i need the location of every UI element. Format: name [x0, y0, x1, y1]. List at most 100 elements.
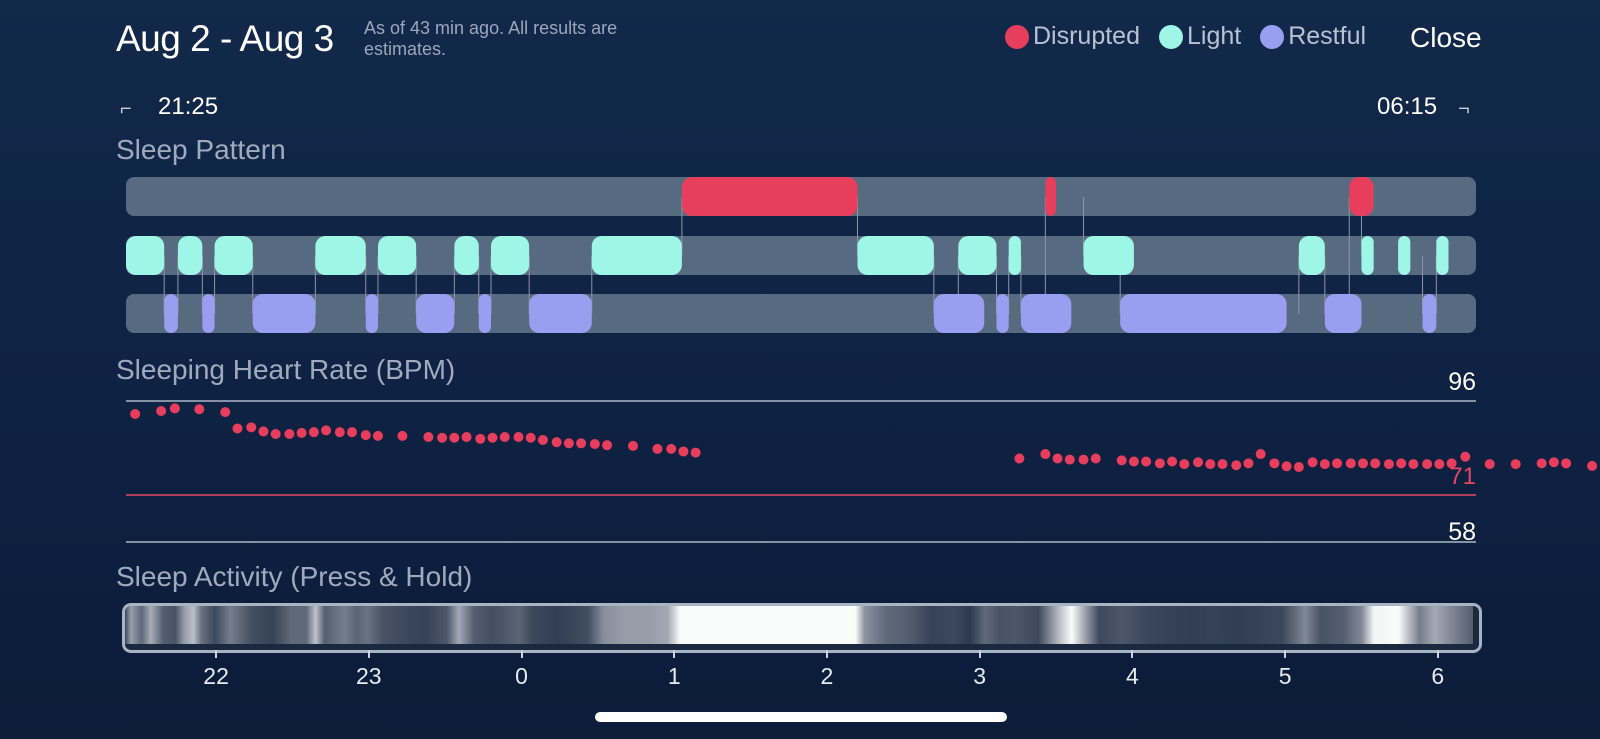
light-segment	[126, 236, 165, 275]
hr-point	[1536, 458, 1547, 469]
light-segment	[591, 236, 682, 275]
light-segment	[214, 236, 253, 275]
restful-segment	[164, 294, 178, 333]
sleep-pattern-chart[interactable]	[126, 177, 1476, 333]
hr-point	[487, 432, 498, 443]
hr-point	[537, 434, 548, 445]
hr-point	[666, 443, 677, 454]
hr-point	[1408, 459, 1419, 470]
x-tick-label: 3	[973, 663, 987, 689]
hr-point	[321, 425, 332, 436]
hr-point	[1090, 453, 1101, 464]
start-time: 21:25	[158, 93, 219, 120]
end-time: 06:15	[1377, 93, 1438, 120]
legend-disrupted-label: Disrupted	[1033, 22, 1140, 50]
restful-segment	[1020, 294, 1072, 333]
hr-point	[220, 407, 231, 418]
light-segment	[1398, 236, 1411, 275]
hr-point	[1281, 461, 1292, 472]
heart-rate-title: Sleeping Heart Rate (BPM)	[116, 354, 456, 385]
x-tick-label: 1	[667, 663, 681, 689]
hr-point	[1128, 456, 1139, 467]
disrupted-dot-icon	[1005, 24, 1029, 49]
sleep-activity-title: Sleep Activity (Press & Hold)	[116, 561, 473, 592]
hr-point	[1345, 458, 1356, 469]
x-tick-label: 23	[356, 663, 382, 689]
hr-point	[1383, 459, 1394, 470]
hr-point	[499, 431, 510, 442]
x-tick-mark	[1436, 650, 1439, 658]
sleep-activity-strip[interactable]	[122, 603, 1482, 653]
legend-disrupted: Disrupted	[1005, 22, 1140, 51]
hr-point	[513, 431, 524, 442]
hr-point	[130, 408, 141, 419]
legend-light: Light	[1159, 22, 1241, 51]
hr-point	[475, 433, 486, 444]
restful-segment	[252, 294, 316, 333]
hr-point	[270, 429, 281, 440]
hr-point	[258, 426, 269, 437]
hr-point	[347, 427, 358, 438]
hr-point	[372, 430, 383, 441]
hr-point	[602, 440, 613, 451]
hr-point	[246, 422, 257, 433]
light-segment	[857, 236, 934, 275]
x-tick-label: 5	[1278, 663, 1292, 689]
x-tick-mark	[1284, 650, 1287, 658]
hr-point	[1446, 458, 1457, 469]
hr-point	[551, 437, 562, 448]
hr-point	[1193, 457, 1204, 468]
hr-point	[1064, 454, 1075, 465]
hr-point	[1307, 457, 1318, 468]
hr-point	[1548, 457, 1559, 468]
estimate-note: As of 43 min ago. All results are estima…	[364, 18, 618, 59]
x-tick-mark	[978, 650, 981, 658]
x-tick-mark	[215, 650, 218, 658]
hr-point	[1231, 460, 1242, 471]
hr-point	[449, 432, 460, 443]
hr-point	[1370, 458, 1381, 469]
hr-point	[1587, 460, 1598, 471]
x-tick-mark	[520, 650, 523, 658]
hr-point	[563, 438, 574, 449]
hr-point	[1293, 462, 1304, 473]
restful-segment	[1422, 294, 1437, 333]
hr-point	[1396, 458, 1407, 469]
hr-point	[1434, 459, 1445, 470]
light-segment	[1008, 236, 1021, 275]
restful-segment	[1324, 294, 1362, 333]
light-segment	[454, 236, 479, 275]
light-segment	[177, 236, 203, 275]
hr-point	[1255, 449, 1266, 460]
restful-segment	[1120, 294, 1287, 333]
legend-restful-label: Restful	[1288, 22, 1367, 50]
hr-point	[169, 403, 180, 414]
hr-point	[1116, 455, 1127, 466]
light-segment	[1083, 236, 1134, 275]
hr-min-label: 58	[1448, 518, 1476, 546]
legend-restful: Restful	[1260, 22, 1366, 51]
restful-dot-icon	[1260, 24, 1285, 49]
hr-point	[1243, 458, 1254, 469]
hr-point	[397, 430, 408, 441]
home-indicator[interactable]	[595, 712, 1007, 722]
hr-point	[1422, 459, 1433, 470]
hr-point	[156, 406, 167, 417]
close-button[interactable]: Close	[1410, 22, 1482, 53]
hr-point	[334, 427, 345, 438]
hr-point	[652, 443, 663, 454]
hr-point	[1484, 459, 1495, 470]
light-dot-icon	[1159, 24, 1183, 49]
hr-point	[1332, 458, 1343, 469]
restful-segment	[416, 294, 455, 333]
hr-point	[576, 438, 587, 449]
hr-point	[1510, 459, 1521, 470]
hr-point	[628, 440, 639, 451]
hr-point	[589, 439, 600, 450]
restful-segment	[478, 294, 491, 333]
hr-point	[1269, 458, 1280, 469]
x-tick-mark	[1131, 650, 1134, 658]
hr-point	[1167, 456, 1178, 467]
hr-point	[1217, 459, 1228, 470]
heart-rate-chart[interactable]: 96 71 58	[126, 368, 1600, 546]
